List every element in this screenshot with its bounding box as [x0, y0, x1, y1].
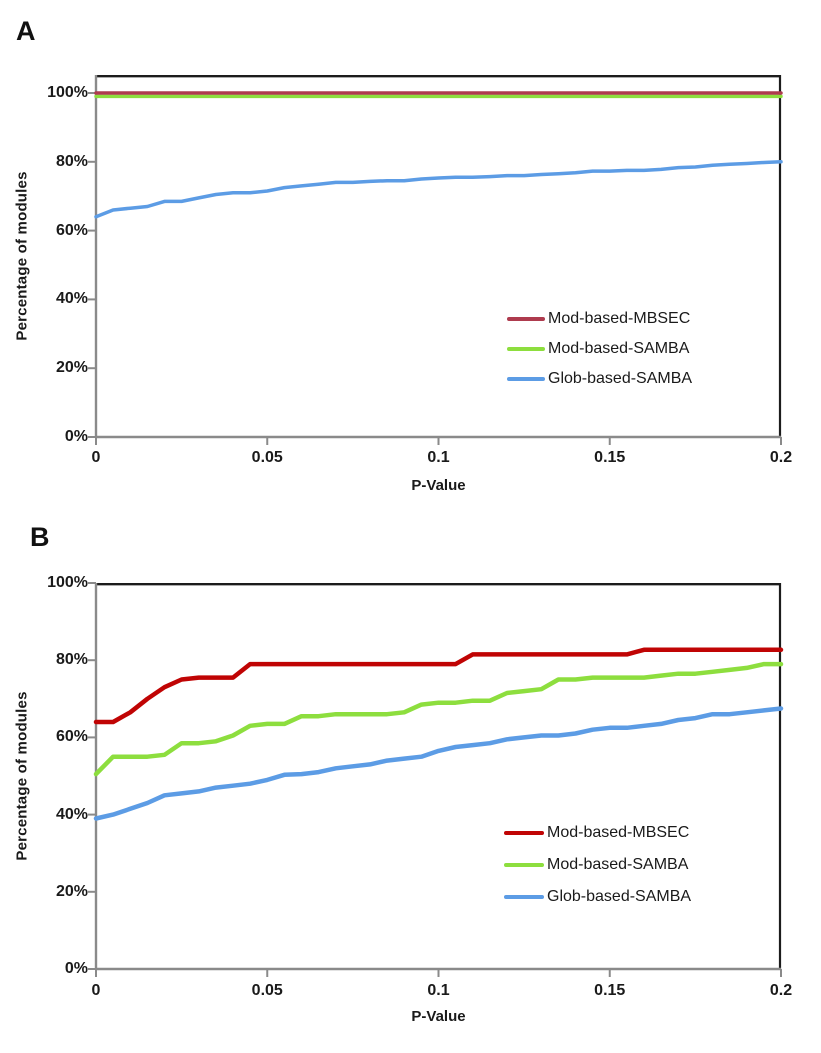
y-tick-label: 0%	[64, 960, 88, 977]
legend-item: Mod-based-MBSEC	[507, 304, 692, 334]
x-tick-label: 0.05	[251, 449, 283, 466]
x-tick-label: 0.1	[427, 449, 450, 466]
legend-line-icon	[504, 863, 544, 867]
legend-item-label: Mod-based-MBSEC	[548, 310, 691, 327]
y-tick-label: 20%	[55, 882, 88, 900]
legend-item: Mod-based-SAMBA	[507, 334, 692, 364]
y-tick-label: 80%	[55, 152, 88, 170]
legend-item: Mod-based-SAMBA	[504, 849, 691, 881]
series-line-mod-based-samba	[93, 661, 784, 777]
panel-b-legend: Mod-based-MBSEC Mod-based-SAMBA Glob-based…	[504, 817, 691, 913]
legend-item: Glob-based-SAMBA	[504, 881, 691, 913]
legend-line-icon	[507, 347, 545, 351]
y-tick-label: 0%	[64, 428, 88, 445]
panel-b-y-axis-title: Percentage of modules	[13, 691, 31, 861]
y-tick-label: 20%	[55, 359, 88, 377]
y-tick-label: 40%	[55, 805, 88, 823]
x-tick-label: 0.2	[769, 449, 793, 466]
x-tick-label: 0.15	[594, 449, 626, 466]
legend-line-icon	[507, 377, 545, 381]
y-tick-label: 100%	[47, 84, 88, 101]
y-tick-label: 40%	[55, 290, 88, 308]
x-tick-label: 0	[91, 982, 101, 999]
x-tick-label: 0.1	[427, 982, 450, 999]
legend-item-label: Glob-based-SAMBA	[547, 888, 692, 905]
series-line-glob-based-samba	[93, 706, 784, 821]
panel-a-y-axis-title: Percentage of modules	[13, 171, 31, 341]
legend-line-icon	[504, 895, 544, 899]
x-tick-label: 0.15	[594, 982, 626, 999]
panel-a-chart	[88, 75, 783, 445]
y-tick-label: 80%	[55, 651, 88, 669]
x-tick-label: 0.05	[251, 982, 283, 999]
legend-item-label: Mod-based-SAMBA	[548, 340, 690, 357]
y-tick-label: 60%	[55, 221, 88, 239]
legend-item: Mod-based-MBSEC	[504, 817, 691, 849]
y-tick-label: 60%	[55, 728, 88, 746]
panel-b-chart	[88, 582, 784, 977]
legend-line-icon	[504, 831, 544, 835]
series-line-mod-based-mbsec	[93, 647, 784, 725]
panel-a-label: A	[16, 16, 36, 46]
panel-b-label: B	[30, 522, 50, 552]
y-tick-label: 100%	[47, 574, 88, 591]
x-tick-label: 0	[91, 449, 101, 466]
legend-line-icon	[507, 317, 545, 321]
panel-b-x-axis-title: P-Value	[411, 1008, 466, 1025]
legend-item-label: Mod-based-MBSEC	[547, 824, 690, 841]
panel-a-legend: Mod-based-MBSEC Mod-based-SAMBA Glob-based…	[507, 304, 692, 394]
legend-item: Glob-based-SAMBA	[507, 364, 692, 394]
panel-a-x-axis-title: P-Value	[411, 477, 466, 494]
legend-item-label: Glob-based-SAMBA	[548, 370, 693, 387]
legend-item-label: Mod-based-SAMBA	[547, 856, 689, 873]
series-line-glob-based-samba	[94, 160, 783, 219]
x-tick-label: 0.2	[769, 982, 793, 999]
